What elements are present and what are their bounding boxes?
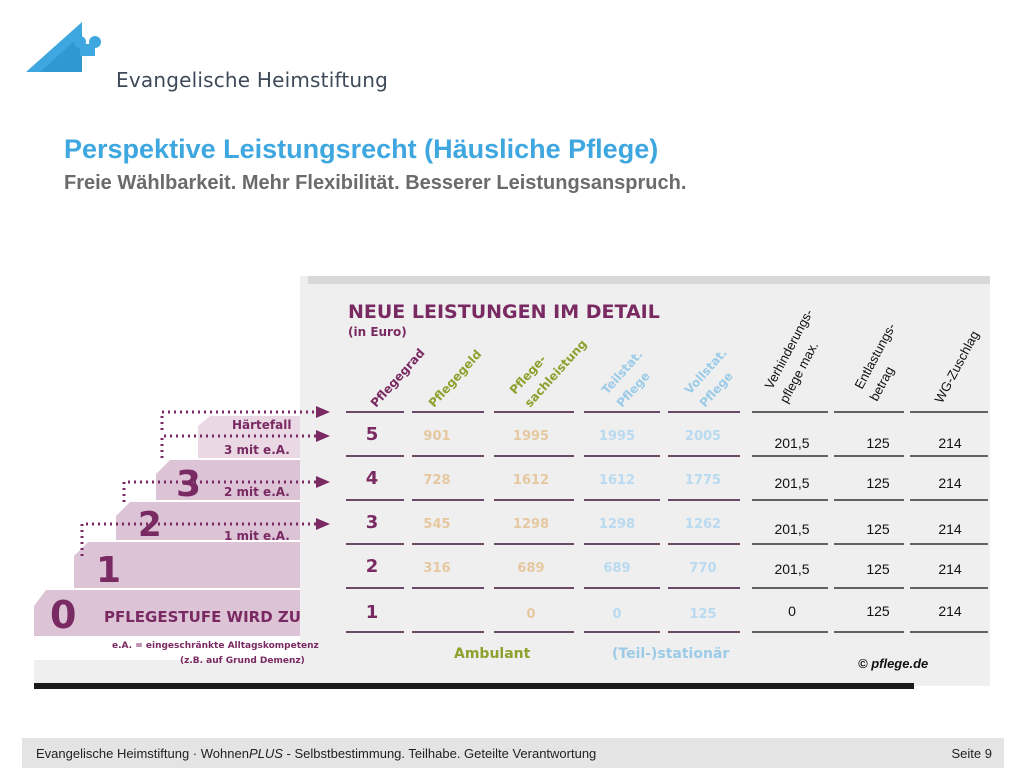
mit-ea-2: 2 mit e.A. [224,485,290,499]
cell-vollstat-3: 1262 [685,517,721,532]
cell-entlastung-4: 125 [866,561,890,577]
logo-mark-icon [26,22,101,72]
ambulant-label: Ambulant [454,646,531,662]
stationaer-label: (Teil-)stationär [612,646,729,662]
page-title: Perspektive Leistungsrecht (Häusliche Pf… [64,134,659,164]
cell-wg-1: 214 [938,435,962,451]
cell-wg-3: 214 [938,521,962,537]
arrow-heads [316,406,330,530]
cell-verhinderung-2: 201,5 [774,475,809,491]
mit-ea-3: 3 mit e.A. [224,443,290,457]
table-background [300,276,990,686]
cell-sachleistung-5: 0 [526,607,535,622]
leistungen-svg: NEUE LEISTUNGEN IM DETAIL (in Euro) Pfle… [34,276,990,689]
logo-text: Evangelische Heimstiftung [116,68,389,92]
mit-ea-1: 1 mit e.A. [224,529,290,543]
pflegestufe-label: PFLEGESTUFE WIRD ZU [104,608,301,626]
staircase: 0 1 2 3 PFLEGESTUFE WIRD ZU 1 mit e.A. 2… [34,406,330,637]
cell-verhinderung-5: 0 [788,603,796,619]
cell-sachleistung-2: 1612 [513,473,549,488]
footer-text: Evangelische Heimstiftung · WohnenPLUS -… [36,746,596,761]
cell-teilstat-2: 1612 [599,473,635,488]
graphic-heading: NEUE LEISTUNGEN IM DETAIL [348,301,660,323]
cell-teilstat-5: 0 [612,607,621,622]
page-subtitle: Freie Wählbarkeit. Mehr Flexibilität. Be… [64,172,687,194]
cell-grade-4: 2 [366,556,379,577]
cell-wg-4: 214 [938,561,962,577]
step-0: 0 [50,593,76,637]
page-number: Seite 9 [951,746,992,761]
footnote-2: (z.B. auf Grund Demenz) [180,656,305,666]
cell-grade-1: 5 [366,424,379,445]
cell-verhinderung-3: 201,5 [774,521,809,537]
cell-verhinderung-4: 201,5 [774,561,809,577]
cell-pflegegeld-3: 545 [423,517,450,532]
cell-pflegegeld-1: 901 [423,429,450,444]
cell-entlastung-1: 125 [866,435,890,451]
arrows [80,410,318,556]
cell-entlastung-3: 125 [866,521,890,537]
cell-teilstat-4: 689 [603,561,630,576]
footer-text-suffix: - Selbstbestimmung. Teilhabe. Geteilte V… [282,746,597,761]
cell-vollstat-1: 2005 [685,429,721,444]
cell-teilstat-1: 1995 [599,429,635,444]
footer: Evangelische Heimstiftung · WohnenPLUS -… [22,738,1004,768]
table-cells: 5 901 1995 1995 2005 201,5 125 214 4 728 1612 1612 1… [366,424,962,623]
cell-grade-3: 3 [366,512,379,533]
graphic-unit: (in Euro) [348,325,407,339]
cell-grade-5: 1 [366,602,379,623]
cell-sachleistung-1: 1995 [513,429,549,444]
cell-wg-2: 214 [938,475,962,491]
cell-verhinderung-1: 201,5 [774,435,809,451]
cell-pflegegeld-2: 728 [423,473,450,488]
cell-sachleistung-3: 1298 [513,517,549,532]
cell-wg-5: 214 [938,603,962,619]
cell-entlastung-2: 125 [866,475,890,491]
cell-vollstat-2: 1775 [685,473,721,488]
footer-text-prefix: Evangelische Heimstiftung · Wohnen [36,746,249,761]
footnote-1: e.A. = eingeschränkte Alltagskompetenz [112,641,319,651]
cell-vollstat-5: 125 [689,607,716,622]
cell-pflegegeld-4: 316 [423,561,450,576]
haertefall-label: Härtefall [232,418,291,432]
footer-text-plus: PLUS [248,746,283,761]
row-separators [346,411,988,633]
bottom-bar [34,683,914,689]
cell-teilstat-3: 1298 [599,517,635,532]
copyright: © pflege.de [858,656,928,671]
cell-entlastung-5: 125 [866,603,890,619]
logo: Evangelische Heimstiftung [22,18,388,92]
cell-grade-2: 4 [366,468,379,489]
step-2: 2 [138,505,162,545]
step-1: 1 [96,550,121,591]
cell-vollstat-4: 770 [689,561,716,576]
cell-sachleistung-4: 689 [517,561,544,576]
leistungen-graphic: NEUE LEISTUNGEN IM DETAIL (in Euro) Pfle… [0,270,1024,690]
step-3: 3 [176,464,201,505]
